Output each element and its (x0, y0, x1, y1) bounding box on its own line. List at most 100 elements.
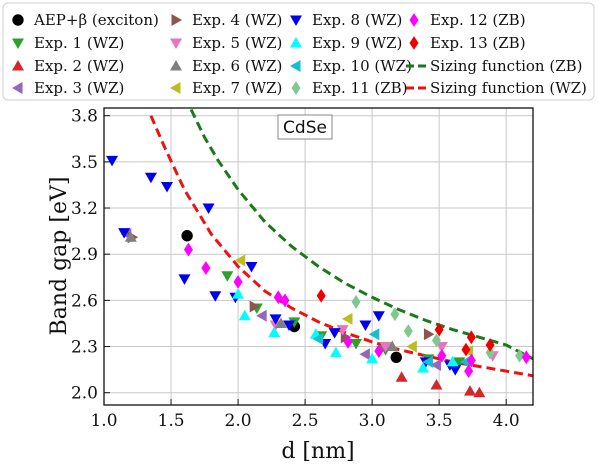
data-point (430, 378, 443, 390)
data-point (464, 364, 474, 379)
x-tick-label: 4.0 (493, 411, 520, 431)
data-point (233, 274, 243, 289)
data-point (379, 342, 392, 353)
series-exp-2-wz (395, 371, 486, 398)
legend-entry-exp-2-wz: Exp. 2 (WZ) (12, 57, 124, 75)
data-point (449, 365, 462, 376)
data-point (234, 254, 246, 267)
legend-label: Exp. 5 (WZ) (192, 34, 282, 52)
data-point (178, 274, 191, 285)
data-point (181, 230, 193, 242)
data-point (274, 317, 287, 328)
panel-label: CdSe (283, 118, 327, 138)
data-point (437, 348, 447, 363)
data-point (280, 293, 290, 308)
data-point (329, 346, 342, 358)
data-point (368, 328, 380, 341)
data-point (269, 314, 282, 325)
legend-label: Exp. 2 (WZ) (34, 57, 124, 75)
data-point (430, 358, 441, 371)
data-point (485, 338, 495, 352)
data-point (466, 330, 476, 345)
data-point (359, 348, 370, 361)
legend-entry-exp-8-wz: Exp. 8 (WZ) (290, 11, 402, 29)
legend-marker (12, 38, 24, 49)
legend-label: AEP+β (exciton) (33, 11, 159, 29)
x-axis-label: d [nm] (281, 439, 354, 464)
legend-label: Sizing function (ZB) (430, 57, 583, 75)
data-point (288, 317, 301, 328)
legend-label: Exp. 6 (WZ) (192, 57, 282, 75)
data-point (312, 332, 323, 345)
legend-marker (409, 36, 419, 50)
legend-marker (12, 14, 24, 26)
legend: AEP+β (exciton) Exp. 1 (WZ) Exp. 2 (WZ) Exp… (2, 2, 595, 101)
data-point (521, 350, 531, 365)
data-point (238, 309, 251, 321)
y-tick-label: 2.3 (71, 338, 98, 358)
data-point (249, 300, 261, 313)
data-point (446, 355, 459, 367)
legend-marker (290, 15, 302, 26)
legend-label: Sizing function (WZ) (430, 79, 587, 97)
data-point (124, 231, 137, 242)
panel-label-frame (277, 114, 333, 140)
legend-marker (409, 13, 419, 27)
data-point (386, 340, 399, 352)
data-point (221, 271, 234, 282)
y-tick-label: 3.5 (71, 153, 98, 173)
legend-marker (291, 81, 301, 95)
data-points (106, 155, 531, 398)
data-point (395, 371, 408, 382)
data-point (283, 320, 296, 331)
data-point (390, 307, 400, 322)
legend-entry-sizing-function-zb: Sizing function (ZB) (406, 57, 583, 75)
series-exp-6-wz (124, 231, 399, 352)
series-exp-11-zb (351, 294, 525, 363)
legend-label: Exp. 9 (WZ) (312, 34, 402, 52)
data-point (340, 331, 352, 344)
data-point (434, 322, 444, 337)
y-tick-label: 2.0 (71, 384, 98, 404)
legend-frame (2, 2, 595, 101)
data-point (390, 351, 402, 363)
data-point (485, 345, 495, 360)
x-tick-label: 1.5 (158, 411, 185, 431)
legend-label: Exp. 13 (ZB) (430, 34, 526, 52)
y-tick-label: 2.6 (71, 291, 98, 311)
data-point (366, 352, 379, 364)
plot-frame (103, 107, 534, 406)
legend-entry-exp-4-wz: Exp. 4 (WZ) (171, 11, 282, 29)
data-point (245, 262, 258, 273)
legend-entry-exp-7-wz: Exp. 7 (WZ) (170, 79, 282, 97)
legend-marker (170, 82, 181, 94)
legend-label: Exp. 4 (WZ) (192, 11, 282, 29)
legend-marker (12, 82, 23, 94)
data-point (403, 324, 413, 339)
data-point (144, 172, 157, 184)
x-tick-label: 3.5 (426, 411, 453, 431)
data-point (268, 326, 281, 338)
legend-label: Exp. 3 (WZ) (34, 79, 124, 97)
legend-marker (290, 60, 301, 72)
data-point (209, 291, 222, 302)
data-point (466, 353, 476, 368)
data-point (256, 309, 267, 322)
y-tick-label: 3.2 (71, 199, 98, 219)
series-exp-12-zb (183, 242, 531, 379)
data-point (232, 288, 245, 299)
data-point (431, 333, 441, 348)
legend-entry-exp-6-wz: Exp. 6 (WZ) (170, 57, 282, 75)
legend-marker (170, 60, 182, 71)
legend-marker (171, 14, 182, 26)
data-point (316, 288, 326, 303)
data-point (106, 155, 119, 167)
legend-marker (12, 60, 24, 71)
data-point (463, 385, 476, 396)
data-point (453, 357, 466, 368)
data-point (417, 362, 430, 373)
legend-label: Exp. 7 (WZ) (192, 79, 282, 97)
legend-entry-exp-13-zb: Exp. 13 (ZB) (409, 34, 526, 52)
legend-label: Exp. 1 (WZ) (34, 34, 124, 52)
